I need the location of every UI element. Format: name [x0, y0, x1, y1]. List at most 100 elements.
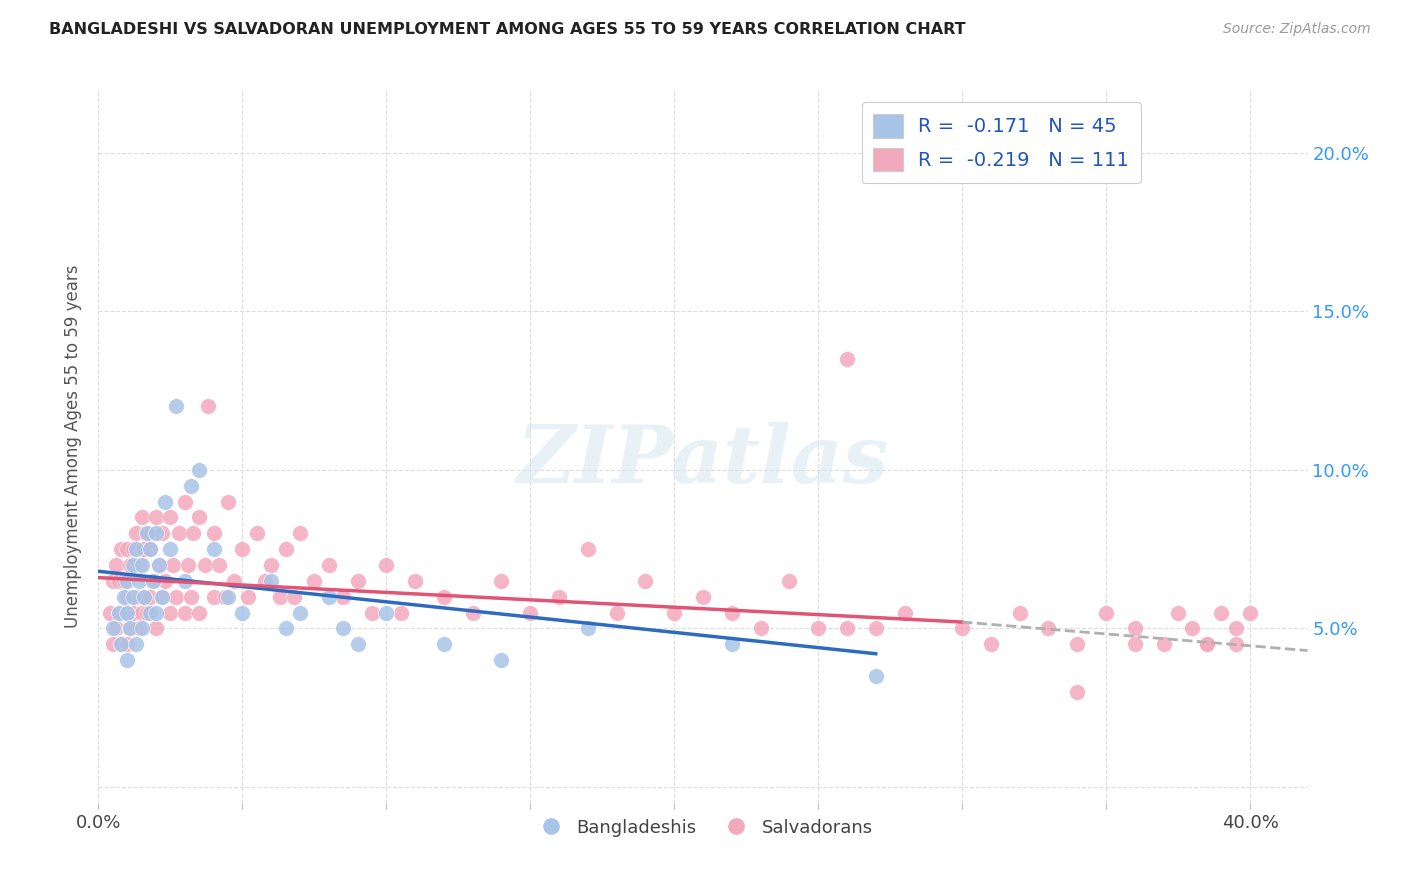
- Text: BANGLADESHI VS SALVADORAN UNEMPLOYMENT AMONG AGES 55 TO 59 YEARS CORRELATION CHA: BANGLADESHI VS SALVADORAN UNEMPLOYMENT A…: [49, 22, 966, 37]
- Point: [1239, 606, 1261, 620]
- Point: [115, 606, 138, 620]
- Point: [634, 574, 657, 588]
- Point: [125, 526, 148, 541]
- Point: [165, 590, 187, 604]
- Point: [115, 637, 138, 651]
- Point: [136, 526, 159, 541]
- Point: [153, 574, 176, 588]
- Point: [112, 606, 135, 620]
- Point: [136, 526, 159, 541]
- Point: [1095, 606, 1118, 620]
- Point: [134, 590, 156, 604]
- Point: [142, 574, 165, 588]
- Point: [150, 526, 173, 541]
- Point: [162, 558, 184, 572]
- Point: [217, 494, 239, 508]
- Point: [576, 542, 599, 557]
- Point: [1225, 637, 1247, 651]
- Point: [107, 606, 129, 620]
- Point: [104, 558, 127, 572]
- Point: [346, 637, 368, 651]
- Point: [153, 494, 176, 508]
- Point: [1195, 637, 1218, 651]
- Point: [167, 526, 190, 541]
- Point: [404, 574, 426, 588]
- Point: [217, 590, 239, 604]
- Point: [188, 463, 211, 477]
- Point: [222, 574, 245, 588]
- Point: [260, 558, 283, 572]
- Point: [865, 621, 887, 635]
- Point: [145, 606, 167, 620]
- Point: [115, 542, 138, 557]
- Point: [246, 526, 269, 541]
- Point: [107, 606, 129, 620]
- Point: [128, 574, 150, 588]
- Point: [433, 590, 456, 604]
- Legend: Bangladeshis, Salvadorans: Bangladeshis, Salvadorans: [526, 812, 880, 844]
- Point: [461, 606, 484, 620]
- Point: [120, 558, 142, 572]
- Point: [749, 621, 772, 635]
- Point: [254, 574, 277, 588]
- Point: [183, 526, 205, 541]
- Point: [125, 590, 148, 604]
- Point: [1008, 606, 1031, 620]
- Point: [110, 542, 132, 557]
- Point: [131, 542, 153, 557]
- Point: [180, 478, 202, 492]
- Point: [139, 606, 162, 620]
- Point: [807, 621, 830, 635]
- Point: [110, 637, 132, 651]
- Point: [136, 606, 159, 620]
- Point: [194, 558, 217, 572]
- Point: [128, 558, 150, 572]
- Point: [110, 637, 132, 651]
- Text: ZIPatlas: ZIPatlas: [517, 422, 889, 499]
- Point: [125, 637, 148, 651]
- Point: [104, 621, 127, 635]
- Point: [318, 590, 340, 604]
- Point: [1038, 621, 1060, 635]
- Point: [131, 606, 153, 620]
- Point: [835, 621, 858, 635]
- Point: [1123, 621, 1146, 635]
- Point: [664, 606, 686, 620]
- Point: [131, 510, 153, 524]
- Point: [120, 621, 142, 635]
- Point: [112, 590, 135, 604]
- Point: [150, 590, 173, 604]
- Point: [131, 558, 153, 572]
- Point: [115, 653, 138, 667]
- Point: [139, 542, 162, 557]
- Point: [101, 574, 124, 588]
- Point: [139, 590, 162, 604]
- Point: [208, 558, 231, 572]
- Point: [1195, 637, 1218, 651]
- Point: [950, 621, 973, 635]
- Point: [375, 558, 398, 572]
- Point: [145, 621, 167, 635]
- Point: [865, 669, 887, 683]
- Point: [519, 606, 541, 620]
- Point: [491, 574, 513, 588]
- Point: [125, 542, 148, 557]
- Point: [128, 621, 150, 635]
- Point: [101, 621, 124, 635]
- Point: [1181, 621, 1204, 635]
- Point: [346, 574, 368, 588]
- Point: [236, 590, 259, 604]
- Point: [202, 590, 225, 604]
- Point: [1167, 606, 1189, 620]
- Point: [145, 526, 167, 541]
- Point: [165, 400, 187, 414]
- Point: [288, 606, 311, 620]
- Point: [720, 637, 742, 651]
- Point: [134, 542, 156, 557]
- Point: [139, 542, 162, 557]
- Point: [980, 637, 1002, 651]
- Point: [176, 558, 198, 572]
- Point: [274, 542, 297, 557]
- Point: [159, 510, 181, 524]
- Point: [188, 510, 211, 524]
